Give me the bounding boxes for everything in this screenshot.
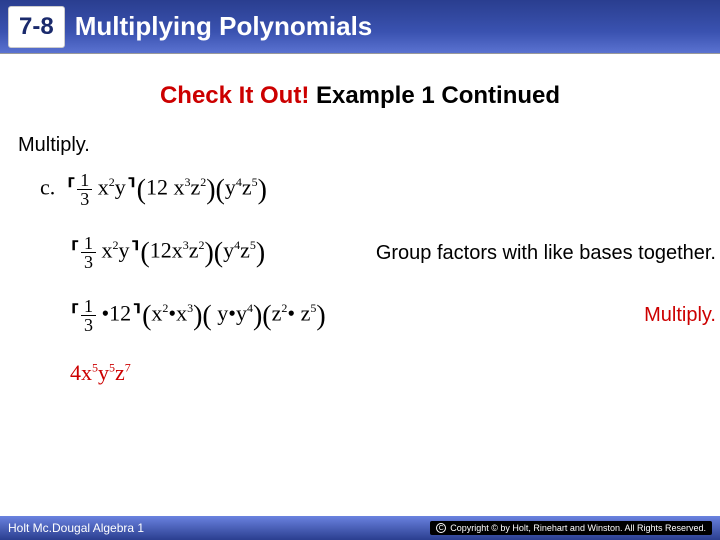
fraction: 13 bbox=[81, 297, 96, 334]
fraction: 13 bbox=[81, 234, 96, 271]
header-title: Multiplying Polynomials bbox=[75, 11, 373, 42]
expr-2: ⸢13 x2y⸣(12x3z2)(y4z5) bbox=[70, 234, 265, 271]
copyright-text: Copyright © by Holt, Rinehart and Winsto… bbox=[450, 523, 706, 533]
work-area: c. ⸢13 x2y⸣(12 x3z2)(y4z5) ⸢13 x2y⸣(12x3… bbox=[40, 171, 720, 386]
fraction: 13 bbox=[77, 171, 92, 208]
note-3: Multiply. bbox=[644, 304, 720, 327]
step-3: ⸢13 •12⸣(x2•x3)( y•y4)(z2• z5) Multiply. bbox=[40, 297, 720, 334]
lesson-badge: 7-8 bbox=[8, 6, 65, 48]
subtitle-red: Check It Out! bbox=[160, 82, 309, 109]
footer: Holt Mc.Dougal Algebra 1 C Copyright © b… bbox=[0, 516, 720, 540]
step-1: c. ⸢13 x2y⸣(12 x3z2)(y4z5) bbox=[40, 171, 720, 208]
step-2: ⸢13 x2y⸣(12x3z2)(y4z5) Group factors wit… bbox=[40, 234, 720, 271]
footer-right: C Copyright © by Holt, Rinehart and Wins… bbox=[430, 521, 712, 535]
label-c: c. bbox=[40, 175, 55, 200]
footer-left: Holt Mc.Dougal Algebra 1 bbox=[8, 521, 144, 535]
expr-3: ⸢13 •12⸣(x2•x3)( y•y4)(z2• z5) bbox=[70, 297, 326, 334]
subtitle: Check It Out! Example 1 Continued bbox=[0, 82, 720, 110]
expr-1: c. ⸢13 x2y⸣(12 x3z2)(y4z5) bbox=[40, 171, 267, 208]
copyright-block: C Copyright © by Holt, Rinehart and Wins… bbox=[430, 521, 712, 535]
note-2: Group factors with like bases together. bbox=[376, 241, 720, 265]
subtitle-black: Example 1 Continued bbox=[309, 82, 560, 109]
header-bar: 7-8 Multiplying Polynomials bbox=[0, 0, 720, 54]
instruction: Multiply. bbox=[18, 134, 720, 157]
step-4: 4x5y5z7 bbox=[40, 360, 720, 386]
copyright-icon: C bbox=[436, 523, 446, 533]
expr-4: 4x5y5z7 bbox=[70, 360, 131, 386]
